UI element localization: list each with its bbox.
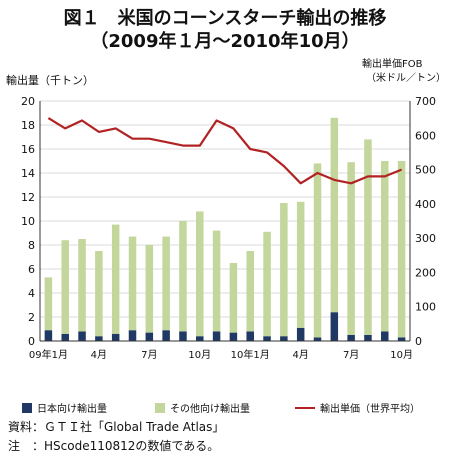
y-right-axis-title-line1: 輸出単価FOB (362, 59, 423, 70)
y-right-tick-label: 400 (415, 198, 436, 211)
y-right-tick-label: 0 (415, 335, 422, 348)
x-tick-label: 10年1月 (231, 348, 270, 361)
chart-title-line2: （2009年１月～2010年10月） (90, 31, 360, 52)
x-tick-label: 10月 (390, 349, 413, 361)
bar-japan (347, 335, 355, 341)
hscode-note: 注 ：HScode110812の数値である。 (8, 439, 220, 453)
y-right-tick-label: 700 (415, 95, 436, 108)
bar-japan (95, 336, 103, 341)
bar-japan (364, 335, 372, 341)
bar-japan (246, 331, 254, 341)
legend-swatch-japan (22, 402, 32, 413)
bar-other (381, 161, 389, 332)
y-right-tick-label: 100 (415, 301, 436, 314)
x-tick-label: 7月 (343, 349, 359, 361)
bar-japan (78, 331, 86, 341)
y-right-tick-label: 200 (415, 266, 436, 279)
bar-japan (44, 330, 53, 341)
y-right-axis-title-line2: （米ドル／トン） (366, 73, 446, 84)
bar-japan (196, 336, 204, 341)
y-left-tick-label: 10 (21, 215, 35, 228)
y-left-tick-label: 8 (28, 239, 35, 252)
bar-other (347, 162, 355, 335)
combo-chart: 0246810121416182001002003004005006007000… (21, 95, 436, 361)
y-left-tick-label: 20 (21, 95, 35, 108)
x-tick-label: 7月 (141, 349, 157, 361)
bar-other (229, 263, 238, 333)
legend-swatch-price (295, 406, 315, 409)
y-left-tick-label: 14 (21, 167, 35, 180)
y-left-tick-label: 16 (21, 143, 35, 156)
y-right-tick-label: 300 (415, 232, 436, 245)
bar-japan (128, 330, 137, 341)
legend-item-other: その他向け輸出量 (155, 400, 250, 415)
bar-other (280, 203, 288, 337)
bar-japan (381, 331, 389, 341)
bar-other (61, 240, 69, 334)
bar-japan (61, 333, 69, 341)
bar-other (162, 236, 170, 331)
legend-label-japan: 日本向け輸出量 (37, 404, 107, 415)
bar-japan (162, 330, 170, 341)
bar-other (78, 239, 86, 332)
bar-other (263, 231, 271, 337)
bar-japan (179, 331, 187, 341)
y-left-tick-label: 12 (21, 191, 35, 204)
bar-other (111, 224, 120, 334)
x-tick-label: 09年1月 (29, 348, 68, 361)
bar-other (196, 211, 204, 337)
y-left-tick-label: 4 (28, 287, 35, 300)
bar-other (313, 163, 322, 338)
y-right-tick-label: 500 (415, 164, 436, 177)
y-left-tick-label: 0 (28, 335, 35, 348)
bar-other (128, 236, 137, 331)
bar-japan (296, 327, 305, 341)
bar-other (397, 161, 406, 338)
bar-japan (280, 336, 288, 341)
x-tick-label: 4月 (292, 349, 308, 361)
chart-title-line1: 図１ 米国のコーンスターチ輸出の推移 (63, 8, 387, 29)
bar-japan (313, 337, 322, 341)
bar-japan (111, 333, 120, 341)
y-left-axis-title: 輸出量（千トン） (6, 74, 94, 87)
y-right-tick-label: 600 (415, 129, 436, 142)
price-line (47, 117, 403, 185)
legend-label-price: 輸出単価（世界平均） (320, 404, 420, 415)
bar-japan (145, 332, 154, 341)
legend-item-price: 輸出単価（世界平均） (295, 400, 420, 415)
y-left-tick-label: 18 (21, 119, 35, 132)
bar-japan (212, 331, 221, 341)
bar-other (44, 277, 53, 331)
bar-other (296, 201, 305, 328)
legend-swatch-other (155, 402, 165, 413)
bar-japan (397, 337, 406, 341)
x-tick-label: 10月 (188, 349, 211, 361)
x-tick-label: 4月 (91, 349, 107, 361)
bar-japan (263, 336, 271, 341)
source-note: 資料：ＧＴＩ社「Global Trade Atlas」 (8, 420, 225, 434)
bar-japan (330, 312, 339, 341)
bar-japan (229, 332, 238, 341)
y-left-tick-label: 2 (28, 311, 35, 324)
bar-other (364, 139, 372, 335)
legend-label-other: その他向け輸出量 (170, 404, 250, 415)
bar-other (179, 221, 187, 332)
y-left-tick-label: 6 (28, 263, 35, 276)
bar-other (145, 245, 154, 333)
bar-other (246, 251, 254, 332)
bar-other (95, 251, 103, 337)
bar-other (330, 117, 339, 313)
bar-other (212, 230, 221, 332)
legend-item-japan: 日本向け輸出量 (22, 400, 107, 415)
